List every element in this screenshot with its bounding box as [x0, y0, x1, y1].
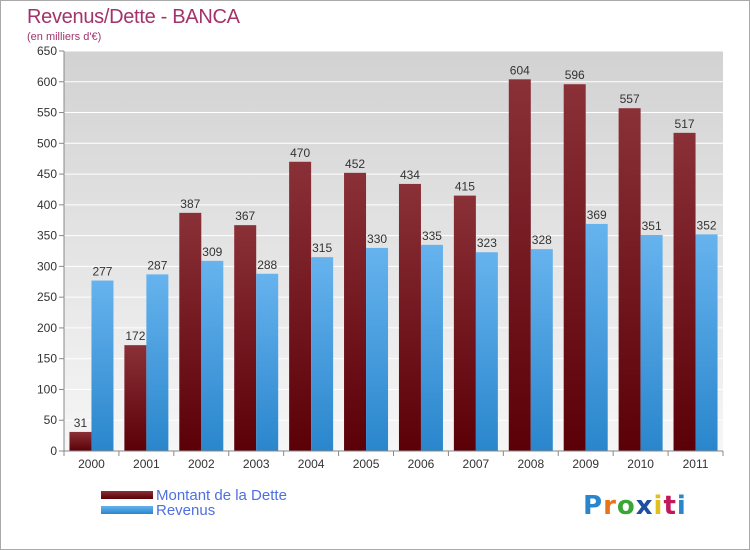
legend-swatch-debt	[101, 491, 153, 499]
logo-letter: x	[635, 491, 654, 521]
bar-revenue-value-label: 287	[147, 258, 167, 272]
y-tick-label: 650	[37, 44, 57, 58]
bar-debt	[124, 345, 147, 451]
bar-debt	[69, 431, 92, 451]
logo-letter: P	[583, 491, 604, 521]
logo-letter: o	[616, 491, 636, 521]
bar-debt-value-label: 557	[620, 92, 640, 106]
x-tick-label: 2005	[353, 457, 380, 471]
y-axis: 0 50 100 150 200 250 300 350 400 450 500 550 600 650	[37, 44, 65, 458]
y-tick-label: 0	[50, 444, 57, 458]
legend-label-revenue: Revenus	[156, 502, 216, 519]
bar-debt-value-label: 415	[455, 180, 475, 194]
chart-title: Revenus/Dette - BANCA	[27, 6, 240, 28]
y-tick-label: 300	[37, 259, 57, 273]
bar-revenue	[475, 252, 498, 451]
chart-subtitle: (en milliers d'€)	[27, 31, 102, 43]
x-tick-label: 2007	[463, 457, 490, 471]
bar-debt	[563, 84, 586, 451]
bar-revenue	[201, 260, 224, 451]
bar-revenue-value-label: 323	[477, 236, 497, 250]
bar-revenue-value-label: 369	[587, 208, 607, 222]
bar-debt	[453, 195, 476, 451]
bar-revenue-value-label: 315	[312, 241, 332, 255]
bar-debt-value-label: 387	[180, 197, 200, 211]
bar-debt-value-label: 434	[400, 168, 420, 182]
bar-debt	[234, 225, 257, 451]
bar-revenue	[530, 249, 553, 451]
bar-revenue	[366, 247, 389, 451]
x-tick-label: 2011	[683, 457, 709, 471]
bar-revenue	[585, 223, 608, 451]
grid-lines	[64, 50, 723, 421]
bar-revenue	[311, 257, 334, 451]
x-tick-label: 2003	[243, 457, 270, 471]
bars: 31 277 172 287 387 309 367 288 470 315 452 330 434 33…	[69, 63, 718, 452]
x-tick-label: 2010	[627, 457, 654, 471]
bar-revenue	[91, 280, 114, 451]
bar-revenue-value-label: 330	[367, 232, 387, 246]
x-tick-label: 2009	[572, 457, 599, 471]
x-tick-label: 2006	[408, 457, 435, 471]
y-tick-label: 100	[37, 382, 57, 396]
bar-debt	[289, 161, 312, 451]
legend-swatch-revenue	[101, 506, 153, 514]
bar-debt-value-label: 596	[565, 68, 585, 82]
bar-revenue	[420, 244, 443, 451]
x-axis: 2000 2001 2002 2003 2004 2005 2006 2007 2008 2009…	[63, 450, 724, 471]
x-tick-label: 2000	[78, 457, 105, 471]
bar-revenue-value-label: 288	[257, 258, 277, 272]
proxiti-logo: Proxiti	[583, 491, 687, 521]
y-tick-label: 350	[37, 229, 57, 243]
y-tick-label: 450	[37, 167, 57, 181]
x-tick-label: 2004	[298, 457, 325, 471]
bar-debt-value-label: 31	[74, 416, 88, 430]
bar-debt	[508, 79, 531, 452]
bar-revenue-value-label: 277	[92, 265, 112, 279]
bar-debt	[673, 132, 696, 451]
bar-revenue	[695, 234, 718, 451]
logo-letter: r	[603, 491, 617, 521]
y-tick-label: 200	[37, 321, 57, 335]
y-tick-label: 250	[37, 290, 57, 304]
logo-letter: i	[676, 491, 687, 521]
bar-debt	[179, 212, 202, 451]
y-tick-label: 150	[37, 352, 57, 366]
logo-letter: t	[663, 491, 677, 521]
bar-revenue	[640, 235, 663, 451]
legend-label-debt: Montant de la Dette	[156, 487, 287, 504]
bar-revenue	[146, 274, 169, 451]
bar-debt-value-label: 367	[235, 209, 255, 223]
y-tick-label: 550	[37, 106, 57, 120]
y-tick-label: 500	[37, 136, 57, 150]
plot-background	[64, 51, 723, 451]
bar-debt	[398, 183, 421, 451]
bar-debt-value-label: 604	[510, 63, 530, 77]
x-tick-label: 2001	[133, 457, 160, 471]
x-tick-label: 2002	[188, 457, 215, 471]
y-tick-label: 600	[37, 75, 57, 89]
bar-revenue	[256, 273, 279, 451]
y-tick-label: 50	[44, 413, 58, 427]
bar-debt	[344, 172, 367, 451]
bar-debt-value-label: 517	[675, 117, 695, 131]
bar-debt	[618, 108, 641, 451]
bar-revenue-value-label: 328	[532, 233, 552, 247]
bar-debt-value-label: 470	[290, 146, 310, 160]
bar-revenue-value-label: 335	[422, 229, 442, 243]
y-tick-label: 400	[37, 198, 57, 212]
bar-revenue-value-label: 351	[642, 219, 662, 233]
logo-letter: i	[653, 491, 664, 521]
bar-revenue-value-label: 352	[697, 218, 717, 232]
bar-debt-value-label: 172	[125, 329, 145, 343]
x-tick-label: 2008	[517, 457, 544, 471]
bar-debt-value-label: 452	[345, 157, 365, 171]
bar-revenue-value-label: 309	[202, 245, 222, 259]
